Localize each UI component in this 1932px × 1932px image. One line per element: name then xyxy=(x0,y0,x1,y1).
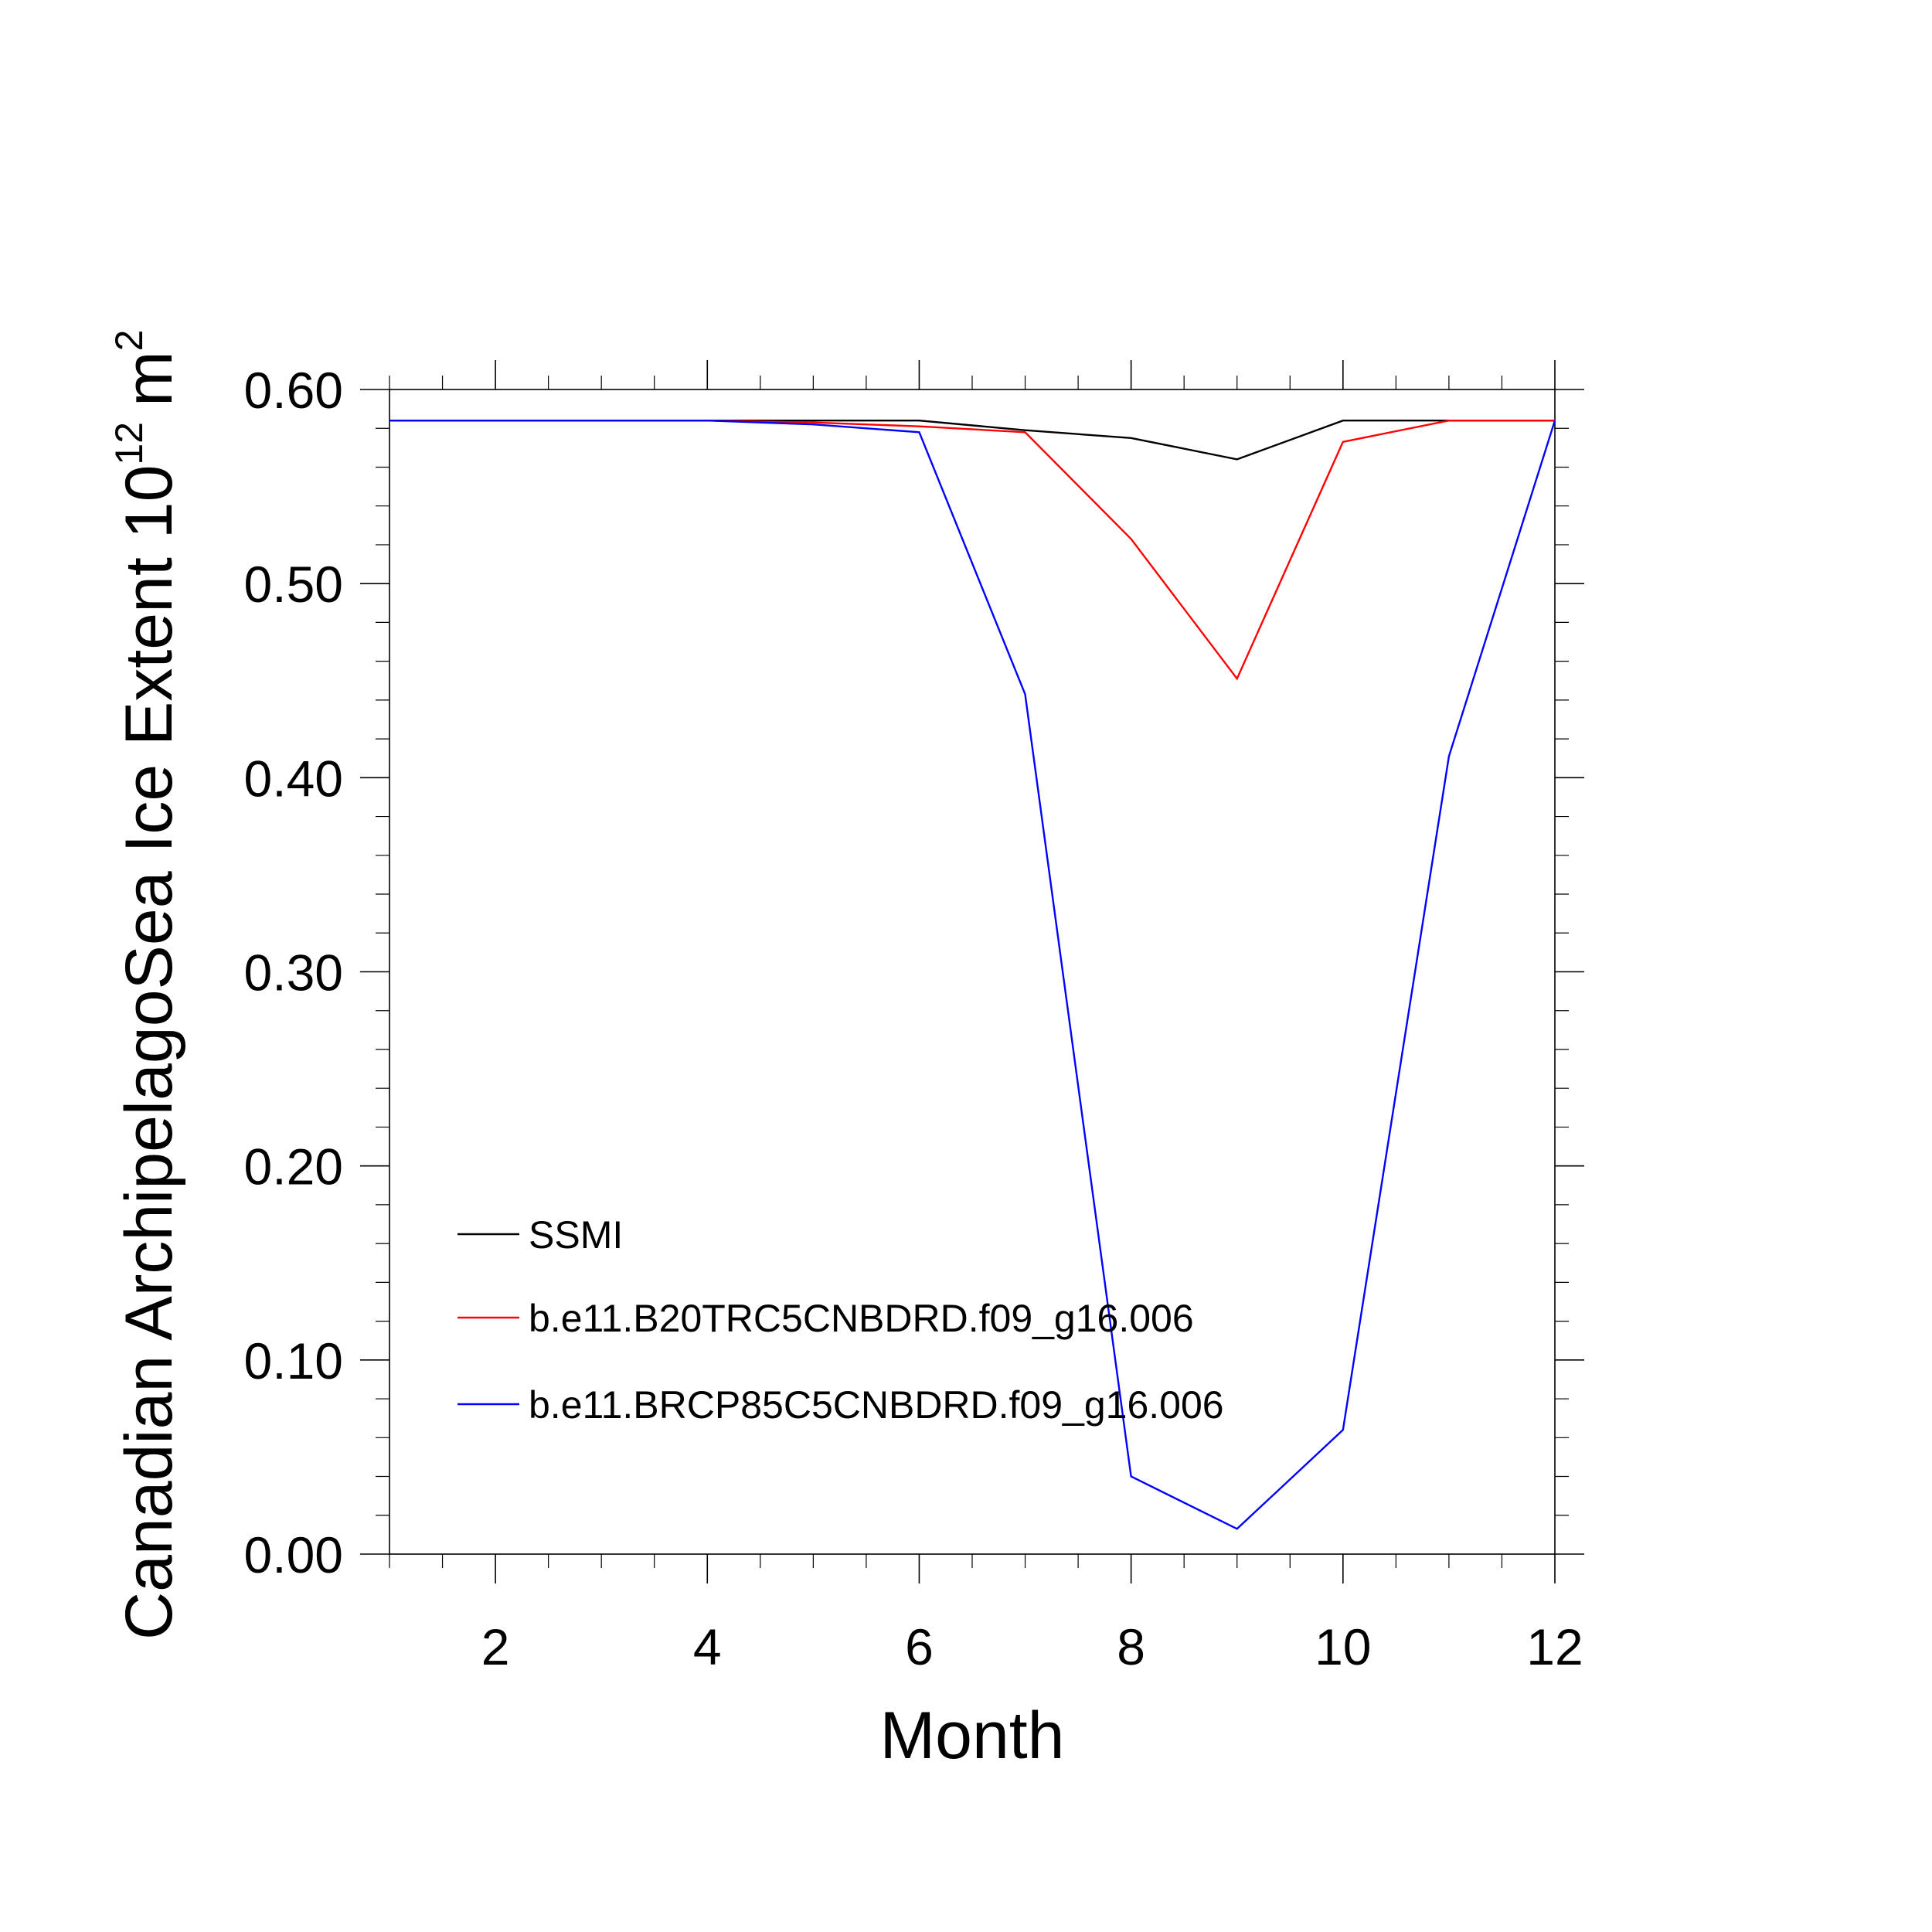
y-tick-label: 0.60 xyxy=(244,362,343,419)
x-tick-label: 10 xyxy=(1315,1618,1371,1675)
y-tick-label: 0.20 xyxy=(244,1138,343,1196)
minor-ticks xyxy=(376,376,1569,1568)
y-axis-title: Canadian ArchipelagoSea Ice Extent 1012 m… xyxy=(107,330,186,1641)
x-tick-labels: 2 4 6 8 10 12 xyxy=(481,1618,1583,1675)
y-axis-title-exponent: 12 xyxy=(107,422,151,465)
y-tick-label: 0.40 xyxy=(244,750,343,807)
y-tick-label: 0.00 xyxy=(244,1526,343,1583)
y-axis-title-main: Canadian ArchipelagoSea Ice Extent 10 xyxy=(112,465,186,1640)
y-tick-labels: 0.00 0.10 0.20 0.30 0.40 0.50 0.60 xyxy=(244,362,343,1583)
x-tick-label: 2 xyxy=(481,1618,510,1675)
legend-label-2: b.e11.B20TRC5CNBDRD.f09_g16.006 xyxy=(529,1297,1194,1340)
x-tick-label: 12 xyxy=(1526,1618,1583,1675)
x-tick-label: 8 xyxy=(1117,1618,1145,1675)
y-axis-title-unit: m xyxy=(112,351,186,406)
series-line-3 xyxy=(389,420,1556,1530)
x-tick-label: 4 xyxy=(693,1618,722,1675)
series-line-1 xyxy=(389,420,1555,461)
series-lines xyxy=(389,420,1556,1530)
y-axis-title-unit-exponent: 2 xyxy=(107,330,151,352)
y-tick-label: 0.10 xyxy=(244,1332,343,1389)
series-line-2 xyxy=(389,420,1555,681)
major-ticks xyxy=(360,360,1584,1583)
y-tick-label: 0.50 xyxy=(244,556,343,613)
legend: SSMI b.e11.B20TRC5CNBDRD.f09_g16.006 b.e11… xyxy=(457,1213,1224,1427)
legend-label-1: SSMI xyxy=(529,1213,623,1257)
y-tick-label: 0.30 xyxy=(244,944,343,1002)
legend-label-3: b.e11.BRCP85C5CNBDRD.f09_g16.006 xyxy=(529,1383,1224,1427)
x-tick-label: 6 xyxy=(905,1618,934,1675)
plot-frame xyxy=(389,389,1556,1555)
x-axis-title: Month xyxy=(879,1699,1064,1773)
